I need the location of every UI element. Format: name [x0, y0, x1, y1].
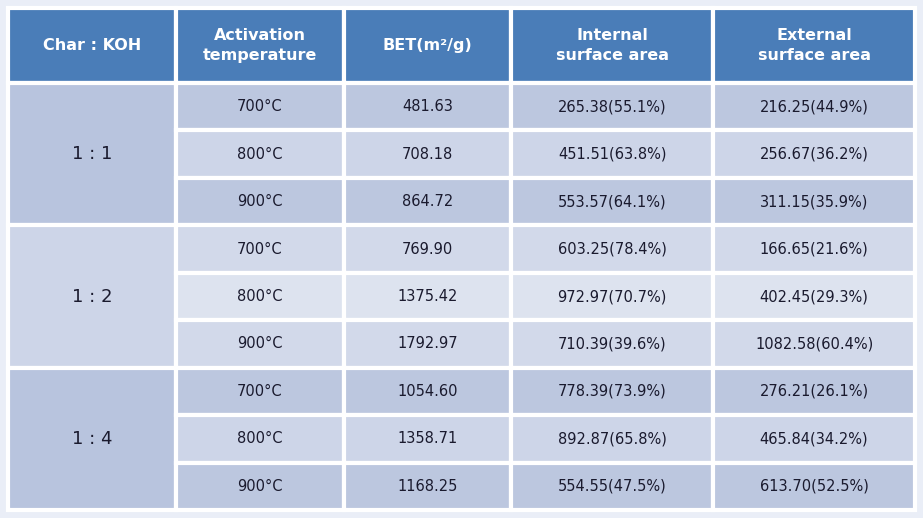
Bar — [343, 8, 511, 83]
Bar — [343, 273, 511, 320]
Bar — [8, 225, 175, 368]
Text: 256.67(36.2%): 256.67(36.2%) — [760, 147, 869, 162]
Text: 1 : 4: 1 : 4 — [72, 430, 113, 448]
Bar — [343, 83, 511, 131]
Bar — [175, 178, 343, 225]
Text: 1 : 2: 1 : 2 — [72, 287, 113, 306]
Text: 166.65(21.6%): 166.65(21.6%) — [760, 241, 869, 256]
Bar — [713, 320, 915, 368]
Text: 700°C: 700°C — [237, 241, 282, 256]
Bar — [713, 463, 915, 510]
Text: 481.63: 481.63 — [402, 99, 453, 114]
Bar — [175, 131, 343, 178]
Text: 265.38(55.1%): 265.38(55.1%) — [558, 99, 666, 114]
Bar — [343, 463, 511, 510]
Text: 972.97(70.7%): 972.97(70.7%) — [557, 289, 667, 304]
Text: 900°C: 900°C — [237, 337, 282, 351]
Text: 800°C: 800°C — [237, 147, 282, 162]
Text: 700°C: 700°C — [237, 99, 282, 114]
Text: 864.72: 864.72 — [402, 194, 453, 209]
Bar — [511, 8, 713, 83]
Bar — [713, 131, 915, 178]
Bar — [713, 8, 915, 83]
Bar — [511, 131, 713, 178]
Text: External
surface area: External surface area — [758, 28, 870, 63]
Bar — [8, 8, 175, 83]
Text: 1168.25: 1168.25 — [397, 479, 458, 494]
Bar — [713, 225, 915, 273]
Text: 553.57(64.1%): 553.57(64.1%) — [558, 194, 666, 209]
Bar — [713, 368, 915, 415]
Text: 276.21(26.1%): 276.21(26.1%) — [760, 384, 869, 399]
Text: 603.25(78.4%): 603.25(78.4%) — [557, 241, 666, 256]
Text: 216.25(44.9%): 216.25(44.9%) — [760, 99, 869, 114]
Bar — [175, 83, 343, 131]
Bar — [175, 320, 343, 368]
Bar — [713, 273, 915, 320]
Text: 710.39(39.6%): 710.39(39.6%) — [558, 337, 666, 351]
Bar — [511, 320, 713, 368]
Text: 900°C: 900°C — [237, 479, 282, 494]
Text: Activation
temperature: Activation temperature — [202, 28, 317, 63]
Text: 1792.97: 1792.97 — [397, 337, 458, 351]
Bar — [175, 463, 343, 510]
Text: 402.45(29.3%): 402.45(29.3%) — [760, 289, 869, 304]
Text: 892.87(65.8%): 892.87(65.8%) — [557, 431, 666, 447]
Bar — [511, 463, 713, 510]
Bar — [175, 368, 343, 415]
Text: 554.55(47.5%): 554.55(47.5%) — [557, 479, 666, 494]
Text: 451.51(63.8%): 451.51(63.8%) — [558, 147, 666, 162]
Text: 1358.71: 1358.71 — [398, 431, 458, 447]
Text: 465.84(34.2%): 465.84(34.2%) — [760, 431, 869, 447]
Text: 800°C: 800°C — [237, 431, 282, 447]
Text: 769.90: 769.90 — [402, 241, 453, 256]
Bar — [343, 368, 511, 415]
Bar — [713, 415, 915, 463]
Bar — [713, 83, 915, 131]
Bar — [511, 83, 713, 131]
Bar — [713, 178, 915, 225]
Bar — [511, 273, 713, 320]
Bar — [343, 131, 511, 178]
Bar — [511, 368, 713, 415]
Text: 708.18: 708.18 — [402, 147, 453, 162]
Text: 1054.60: 1054.60 — [397, 384, 458, 399]
Bar — [8, 83, 175, 225]
Bar — [175, 415, 343, 463]
Bar — [343, 225, 511, 273]
Bar — [511, 225, 713, 273]
Bar — [8, 368, 175, 510]
Bar — [343, 178, 511, 225]
Text: 613.70(52.5%): 613.70(52.5%) — [760, 479, 869, 494]
Text: 800°C: 800°C — [237, 289, 282, 304]
Bar — [175, 8, 343, 83]
Bar — [343, 320, 511, 368]
Text: 700°C: 700°C — [237, 384, 282, 399]
Text: BET(m²/g): BET(m²/g) — [383, 38, 473, 53]
Bar — [511, 178, 713, 225]
Text: 900°C: 900°C — [237, 194, 282, 209]
Text: Internal
surface area: Internal surface area — [556, 28, 669, 63]
Bar — [511, 415, 713, 463]
Text: 1082.58(60.4%): 1082.58(60.4%) — [755, 337, 873, 351]
Text: 311.15(35.9%): 311.15(35.9%) — [760, 194, 869, 209]
Bar — [343, 415, 511, 463]
Text: 1 : 1: 1 : 1 — [72, 145, 112, 163]
Text: Char : KOH: Char : KOH — [42, 38, 141, 53]
Bar — [175, 225, 343, 273]
Text: 778.39(73.9%): 778.39(73.9%) — [557, 384, 666, 399]
Text: 1375.42: 1375.42 — [397, 289, 458, 304]
Bar — [175, 273, 343, 320]
